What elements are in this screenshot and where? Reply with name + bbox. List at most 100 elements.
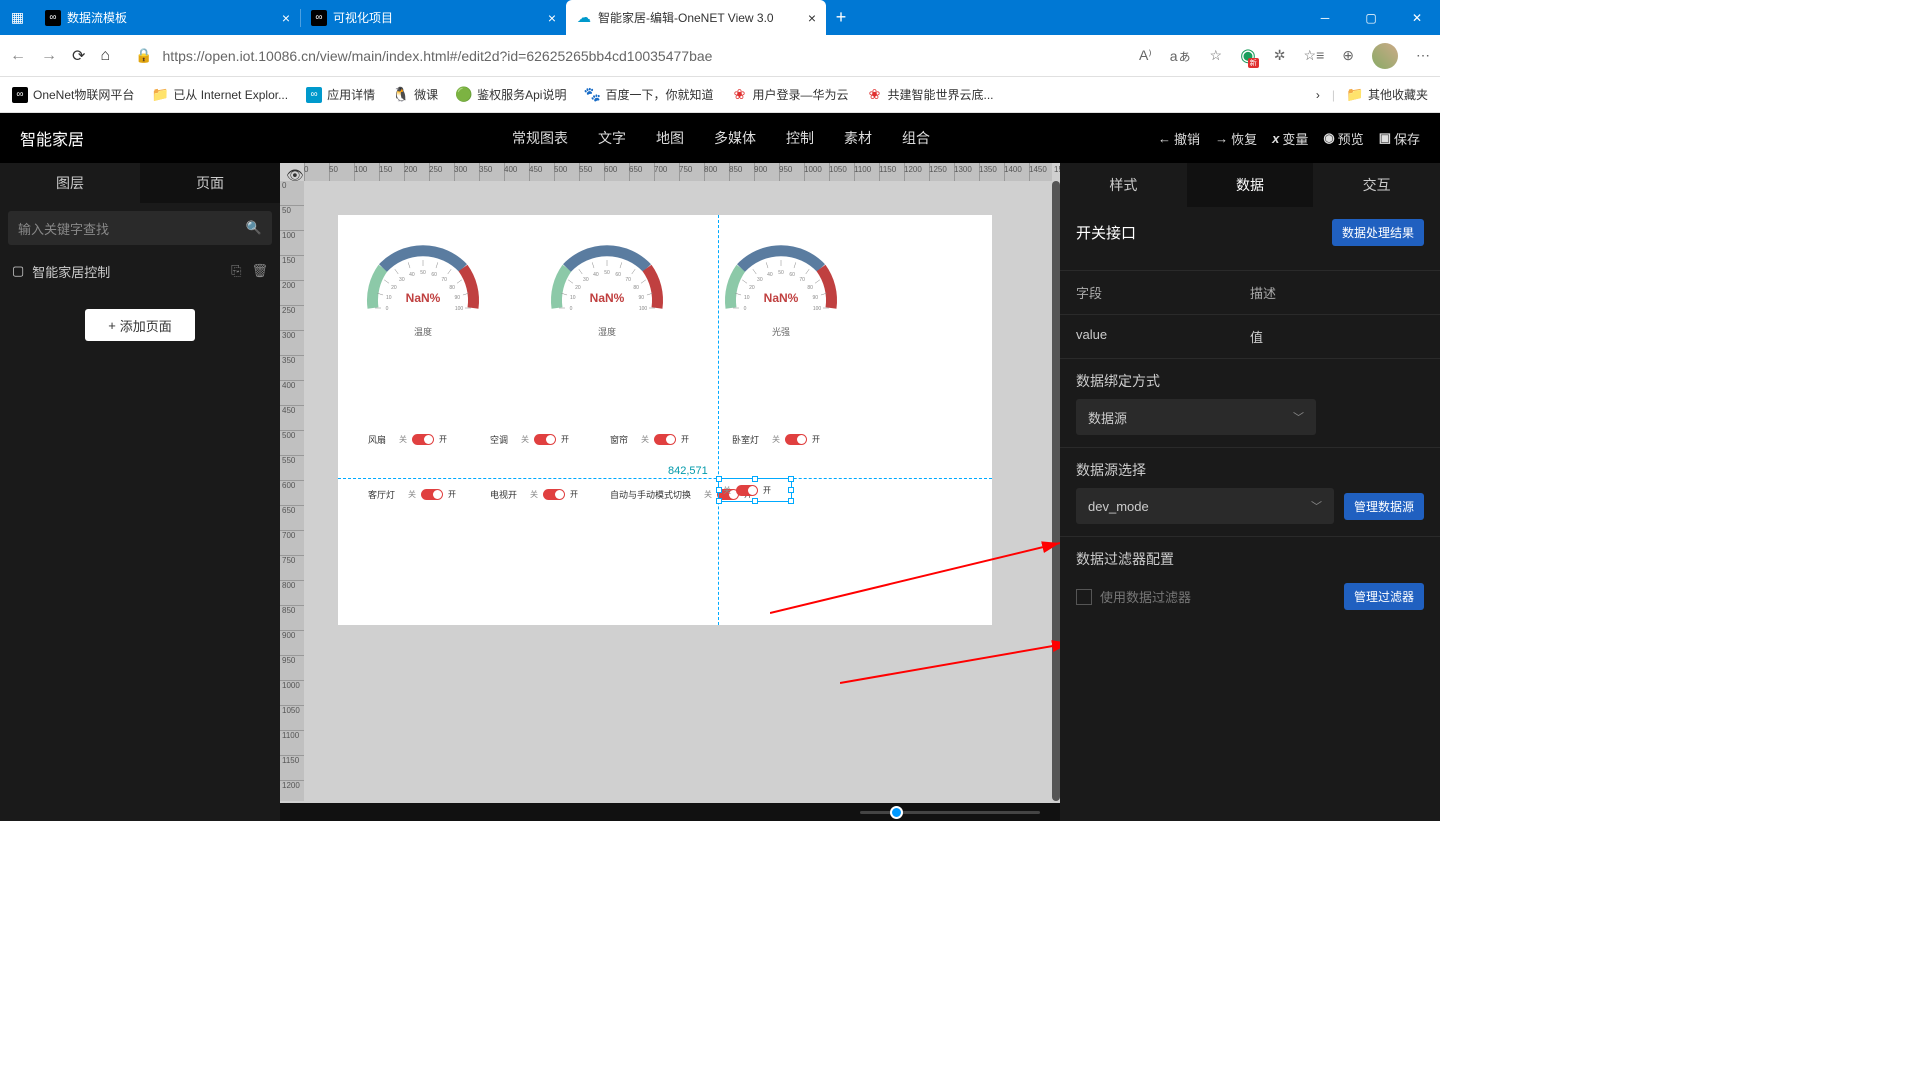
- tab-close-icon[interactable]: ×: [548, 10, 556, 26]
- home-button[interactable]: ⌂: [100, 47, 110, 65]
- gauge-widget[interactable]: 0102030405060708090100 NaN%温度: [358, 223, 488, 338]
- bookmarks-bar: ∞OneNet物联网平台 📁已从 Internet Explor... ∞应用详…: [0, 77, 1440, 113]
- bookmark-item[interactable]: ∞应用详情: [306, 86, 375, 103]
- toggle-widget[interactable]: 客厅灯关开: [368, 488, 456, 501]
- redo-button[interactable]: → 恢复: [1215, 129, 1257, 148]
- refresh-button[interactable]: ⟳: [72, 46, 85, 66]
- tab-pages[interactable]: 页面: [140, 163, 280, 203]
- favorite-icon[interactable]: ☆: [1210, 47, 1223, 64]
- col-field: 字段: [1076, 283, 1250, 302]
- menu-item[interactable]: 常规图表: [512, 128, 568, 148]
- variable-button[interactable]: x 变量: [1272, 129, 1308, 148]
- favorites-bar-icon[interactable]: ☆≡: [1304, 47, 1325, 64]
- extension-icon[interactable]: ◉新: [1240, 45, 1256, 66]
- toggle-widget[interactable]: 空调关开: [490, 433, 569, 446]
- svg-text:70: 70: [625, 277, 631, 283]
- svg-text:30: 30: [583, 277, 589, 283]
- gauge-widget[interactable]: 0102030405060708090100 NaN%湿度: [542, 223, 672, 338]
- copy-icon[interactable]: ⎘: [231, 263, 241, 279]
- guide-horizontal: [338, 478, 992, 479]
- zoom-thumb[interactable]: [890, 806, 903, 819]
- profile-avatar[interactable]: [1372, 43, 1398, 69]
- menu-item[interactable]: 多媒体: [714, 128, 756, 148]
- gauge-label: 温度: [358, 325, 488, 338]
- menu-item[interactable]: 组合: [902, 128, 930, 148]
- toggle-switch[interactable]: [785, 434, 807, 445]
- save-button[interactable]: ▣ 保存: [1379, 129, 1420, 148]
- maximize-button[interactable]: ▢: [1348, 0, 1394, 35]
- visibility-toggle-icon[interactable]: 👁: [286, 167, 304, 184]
- search-icon: 🔍: [246, 220, 262, 236]
- app-title: 智能家居: [20, 126, 84, 150]
- bookmark-item[interactable]: ∞OneNet物联网平台: [12, 86, 134, 103]
- undo-button[interactable]: ← 撤销: [1158, 129, 1200, 148]
- close-window-button[interactable]: ✕: [1394, 0, 1440, 35]
- app-menu: 常规图表 文字 地图 多媒体 控制 素材 组合: [312, 128, 930, 148]
- tab-actions-icon[interactable]: ▦: [0, 0, 35, 35]
- data-result-button[interactable]: 数据处理结果: [1332, 219, 1424, 246]
- plus-icon: +: [108, 318, 116, 333]
- toggle-switch[interactable]: [543, 489, 565, 500]
- tab-close-icon[interactable]: ×: [282, 10, 290, 26]
- toggle-label: 客厅灯: [368, 488, 395, 501]
- manage-source-button[interactable]: 管理数据源: [1344, 493, 1424, 520]
- zoom-slider[interactable]: [860, 811, 1040, 814]
- bookmarks-overflow-icon[interactable]: ›: [1316, 88, 1320, 102]
- bind-method-select[interactable]: 数据源 ﹀: [1076, 399, 1316, 435]
- svg-text:80: 80: [807, 285, 813, 291]
- toggle-widget[interactable]: 风扇关开: [368, 433, 447, 446]
- back-button[interactable]: ←: [10, 47, 26, 65]
- use-filter-checkbox[interactable]: [1076, 589, 1092, 605]
- gauge-widget[interactable]: 0102030405060708090100 NaN%光强: [716, 223, 846, 338]
- search-input[interactable]: 输入关键字查找 🔍: [8, 211, 272, 245]
- menu-item[interactable]: 素材: [844, 128, 872, 148]
- translate-icon[interactable]: aぁ: [1170, 46, 1192, 66]
- bookmark-item[interactable]: 📁已从 Internet Explor...: [152, 86, 288, 103]
- toggle-switch[interactable]: [412, 434, 434, 445]
- toggle-widget[interactable]: 电视开关开: [490, 488, 578, 501]
- menu-item[interactable]: 控制: [786, 128, 814, 148]
- bookmark-item[interactable]: ❀用户登录—华为云: [731, 86, 848, 103]
- address-bar[interactable]: 🔒 https://open.iot.10086.cn/view/main/in…: [125, 47, 1124, 64]
- extensions-icon[interactable]: ✲: [1274, 47, 1286, 64]
- bookmark-item[interactable]: ❀共建智能世界云底...: [867, 86, 994, 103]
- bookmark-item[interactable]: 🐧微课: [393, 86, 438, 103]
- toggle-widget[interactable]: 卧室灯关开: [732, 433, 820, 446]
- menu-item[interactable]: 地图: [656, 128, 684, 148]
- source-select[interactable]: dev_mode ﹀: [1076, 488, 1334, 524]
- bookmark-item[interactable]: 🟢鉴权服务Api说明: [456, 86, 566, 103]
- tab-favicon-icon: ∞: [45, 10, 61, 26]
- toggle-switch[interactable]: [534, 434, 556, 445]
- design-canvas[interactable]: 0102030405060708090100 NaN%温度 0102030405…: [338, 215, 992, 625]
- tab-data[interactable]: 数据: [1187, 163, 1314, 207]
- new-tab-button[interactable]: +: [826, 7, 856, 28]
- filter-title: 数据过滤器配置: [1076, 549, 1424, 569]
- minimize-button[interactable]: ─: [1302, 0, 1348, 35]
- delete-icon[interactable]: 🗑: [251, 263, 268, 279]
- tab-layers[interactable]: 图层: [0, 163, 140, 203]
- canvas-scrollbar[interactable]: [1052, 181, 1060, 801]
- add-page-button[interactable]: + 添加页面: [85, 309, 195, 341]
- menu-item[interactable]: 文字: [598, 128, 626, 148]
- collections-icon[interactable]: ⊕: [1342, 47, 1354, 64]
- read-aloud-icon[interactable]: A⁾: [1139, 47, 1152, 64]
- forward-button[interactable]: →: [41, 47, 57, 65]
- bookmark-item[interactable]: 🐾百度一下，你就知道: [584, 86, 713, 103]
- toggle-off-label: 关: [408, 489, 416, 500]
- chevron-down-icon: ﹀: [1293, 409, 1304, 425]
- tab-style[interactable]: 样式: [1060, 163, 1187, 207]
- tab-interact[interactable]: 交互: [1313, 163, 1440, 207]
- menu-icon[interactable]: ⋯: [1416, 47, 1430, 64]
- other-bookmarks[interactable]: 📁其他收藏夹: [1347, 86, 1428, 103]
- tab-close-icon[interactable]: ×: [808, 10, 816, 26]
- manage-filter-button[interactable]: 管理过滤器: [1344, 583, 1424, 610]
- preview-button[interactable]: ◉ 预览: [1323, 129, 1363, 148]
- browser-tab-1[interactable]: ∞ 数据流模板 ×: [35, 0, 300, 35]
- browser-tab-active[interactable]: ☁ 智能家居-编辑-OneNET View 3.0 ×: [566, 0, 826, 35]
- toggle-on-label: 开: [570, 489, 578, 500]
- toggle-widget[interactable]: 窗帘关开: [610, 433, 689, 446]
- toggle-switch[interactable]: [421, 489, 443, 500]
- browser-tab-2[interactable]: ∞ 可视化项目 ×: [301, 0, 566, 35]
- page-tree-item[interactable]: ▢ 智能家居控制 ⎘ 🗑: [0, 253, 280, 289]
- toggle-switch[interactable]: [654, 434, 676, 445]
